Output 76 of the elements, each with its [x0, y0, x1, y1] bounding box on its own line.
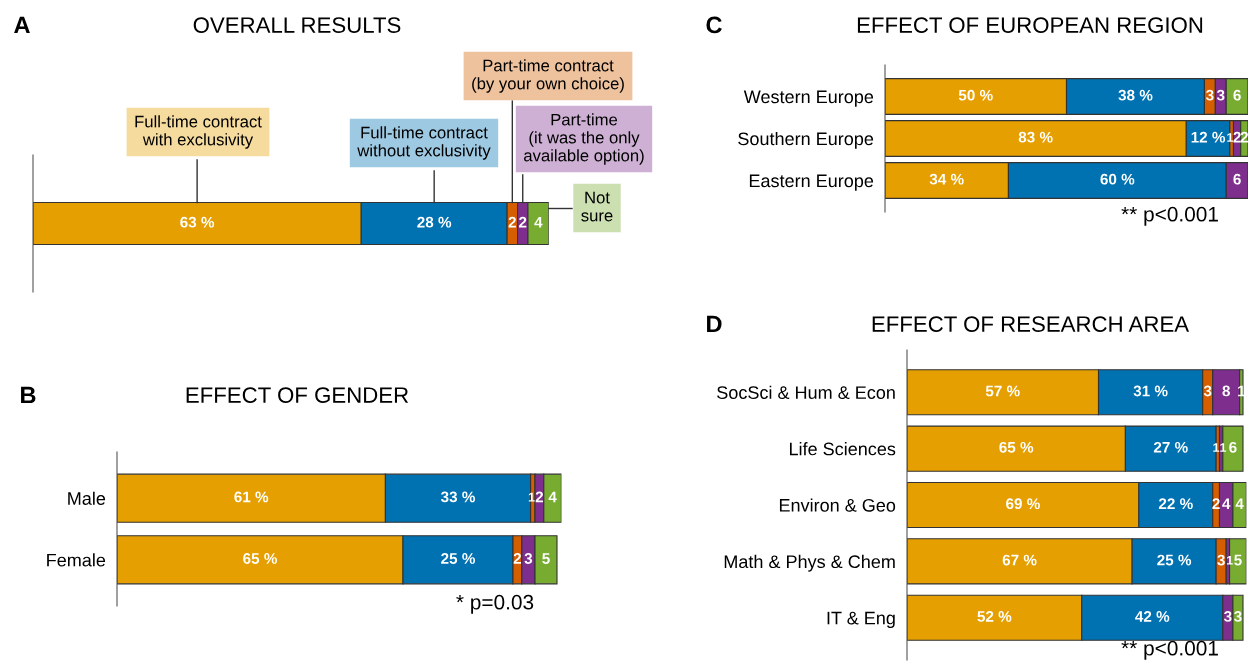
- data-label: 22 %: [1158, 498, 1193, 510]
- data-label: 6: [1233, 173, 1241, 185]
- data-label: 4: [534, 216, 543, 228]
- text: C: [706, 16, 722, 34]
- data-label: 6: [1233, 89, 1241, 101]
- data-label: 4: [1235, 498, 1244, 509]
- text: Full-time contract without exclusivity: [357, 126, 491, 160]
- data-label: 3: [1234, 611, 1242, 622]
- data-label: 34 %: [929, 173, 964, 185]
- text: D: [707, 315, 722, 333]
- data-label: 3: [1205, 89, 1214, 101]
- data-label: 38 %: [1118, 89, 1153, 101]
- data-label: 12 %: [1191, 131, 1226, 143]
- data-label: 61 %: [234, 491, 269, 503]
- data-label: 5: [542, 553, 550, 564]
- y-tick-label: Male: [68, 491, 106, 505]
- annotation: ** p<0.001: [1121, 640, 1218, 660]
- data-label: 4: [548, 491, 557, 503]
- chart-title: EFFECT OF EUROPEAN REGION: [857, 17, 1203, 33]
- data-label: 63 %: [180, 216, 215, 228]
- data-label: 28 %: [417, 216, 452, 228]
- data-label: 2: [519, 216, 527, 228]
- data-label: 67 %: [1002, 554, 1037, 566]
- annotation: ** p<0.001: [1121, 206, 1218, 226]
- chart-title: EFFECT OF RESEARCH AREA: [872, 316, 1190, 332]
- data-label: 3: [1203, 385, 1212, 397]
- data-label: 31 %: [1133, 385, 1168, 397]
- data-label: 83 %: [1018, 131, 1053, 143]
- data-label: 42 %: [1135, 611, 1170, 622]
- y-tick-label: Eastern Europe: [749, 174, 874, 191]
- y-tick-label: Western Europe: [743, 90, 874, 107]
- text: A: [14, 16, 30, 34]
- text: Part-time contract (by your own choice): [472, 59, 624, 93]
- data-label: 1: [1238, 385, 1246, 397]
- data-label: 3: [1223, 611, 1232, 622]
- annotation: * p=0.03: [456, 594, 534, 614]
- data-label: 5: [1234, 554, 1242, 566]
- y-tick-label: Life Sciences: [789, 442, 896, 456]
- data-label: 65 %: [243, 553, 278, 564]
- data-label: 25 %: [1157, 554, 1192, 566]
- data-label: 57 %: [985, 385, 1020, 397]
- data-label: 2: [535, 491, 544, 503]
- data-label: 52 %: [977, 611, 1012, 622]
- text: B: [21, 386, 36, 404]
- data-label: 25 %: [441, 553, 476, 564]
- data-label: 3: [1216, 89, 1225, 101]
- data-label: 4: [1222, 498, 1231, 509]
- y-tick-label: Math & Phys & Chem: [724, 554, 895, 572]
- legend-label: Not sure: [581, 191, 613, 222]
- data-label: 1: [1220, 443, 1227, 452]
- data-label: 69 %: [1006, 498, 1040, 510]
- bar: [1222, 425, 1244, 472]
- data-label: 1: [1213, 443, 1220, 452]
- text: Part-time (it was the only available option): [524, 113, 644, 165]
- y-tick-label: SocSci & Hum & Econ: [717, 385, 895, 399]
- data-label: 8: [1222, 385, 1230, 397]
- data-label: 2: [513, 553, 522, 564]
- bar: [1229, 538, 1247, 585]
- data-label: 3: [1217, 554, 1225, 566]
- chart-title: OVERALL RESULTS: [193, 17, 401, 33]
- chart-title: EFFECT OF GENDER: [186, 387, 409, 403]
- y-tick-label: Southern Europe: [738, 131, 874, 149]
- data-label: 27 %: [1153, 441, 1188, 453]
- data-label: 1: [1226, 556, 1233, 565]
- y-tick-label: Female: [47, 553, 106, 567]
- data-label: 33 %: [440, 491, 476, 503]
- data-label: 65 %: [999, 441, 1034, 453]
- data-label: 6: [1229, 441, 1237, 453]
- data-label: 2: [1233, 131, 1241, 143]
- y-tick-label: Environ & Geo: [779, 498, 896, 512]
- data-label: 60 %: [1100, 173, 1135, 185]
- y-tick-label: IT & Eng: [827, 611, 895, 629]
- data-label: 50 %: [958, 89, 993, 101]
- data-label: 2: [508, 216, 516, 228]
- text: Full-time contract with exclusivity: [135, 115, 262, 149]
- data-label: 3: [524, 553, 533, 564]
